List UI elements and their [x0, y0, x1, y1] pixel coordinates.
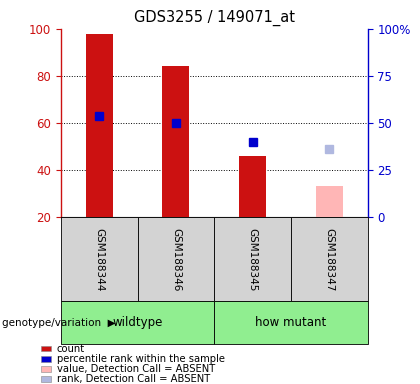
- Text: how mutant: how mutant: [255, 316, 326, 329]
- Bar: [239, 156, 266, 217]
- Text: percentile rank within the sample: percentile rank within the sample: [57, 354, 225, 364]
- Text: rank, Detection Call = ABSENT: rank, Detection Call = ABSENT: [57, 374, 210, 384]
- Text: GSM188345: GSM188345: [247, 227, 257, 291]
- Bar: [316, 186, 343, 217]
- Text: wildtype: wildtype: [113, 316, 163, 329]
- Title: GDS3255 / 149071_at: GDS3255 / 149071_at: [134, 10, 295, 26]
- Text: count: count: [57, 344, 85, 354]
- Bar: [41, 376, 51, 382]
- Bar: [163, 66, 189, 217]
- Text: value, Detection Call = ABSENT: value, Detection Call = ABSENT: [57, 364, 215, 374]
- Text: GSM188346: GSM188346: [171, 227, 181, 291]
- Bar: [41, 366, 51, 372]
- Text: GSM188344: GSM188344: [94, 227, 104, 291]
- Bar: [138, 217, 214, 301]
- Bar: [214, 301, 368, 344]
- Bar: [41, 356, 51, 362]
- Bar: [291, 217, 368, 301]
- Text: genotype/variation  ▶: genotype/variation ▶: [2, 318, 116, 328]
- Bar: [41, 346, 51, 351]
- Bar: [61, 301, 214, 344]
- Text: GSM188347: GSM188347: [324, 227, 334, 291]
- Bar: [86, 33, 113, 217]
- Bar: [61, 217, 138, 301]
- Bar: [214, 217, 291, 301]
